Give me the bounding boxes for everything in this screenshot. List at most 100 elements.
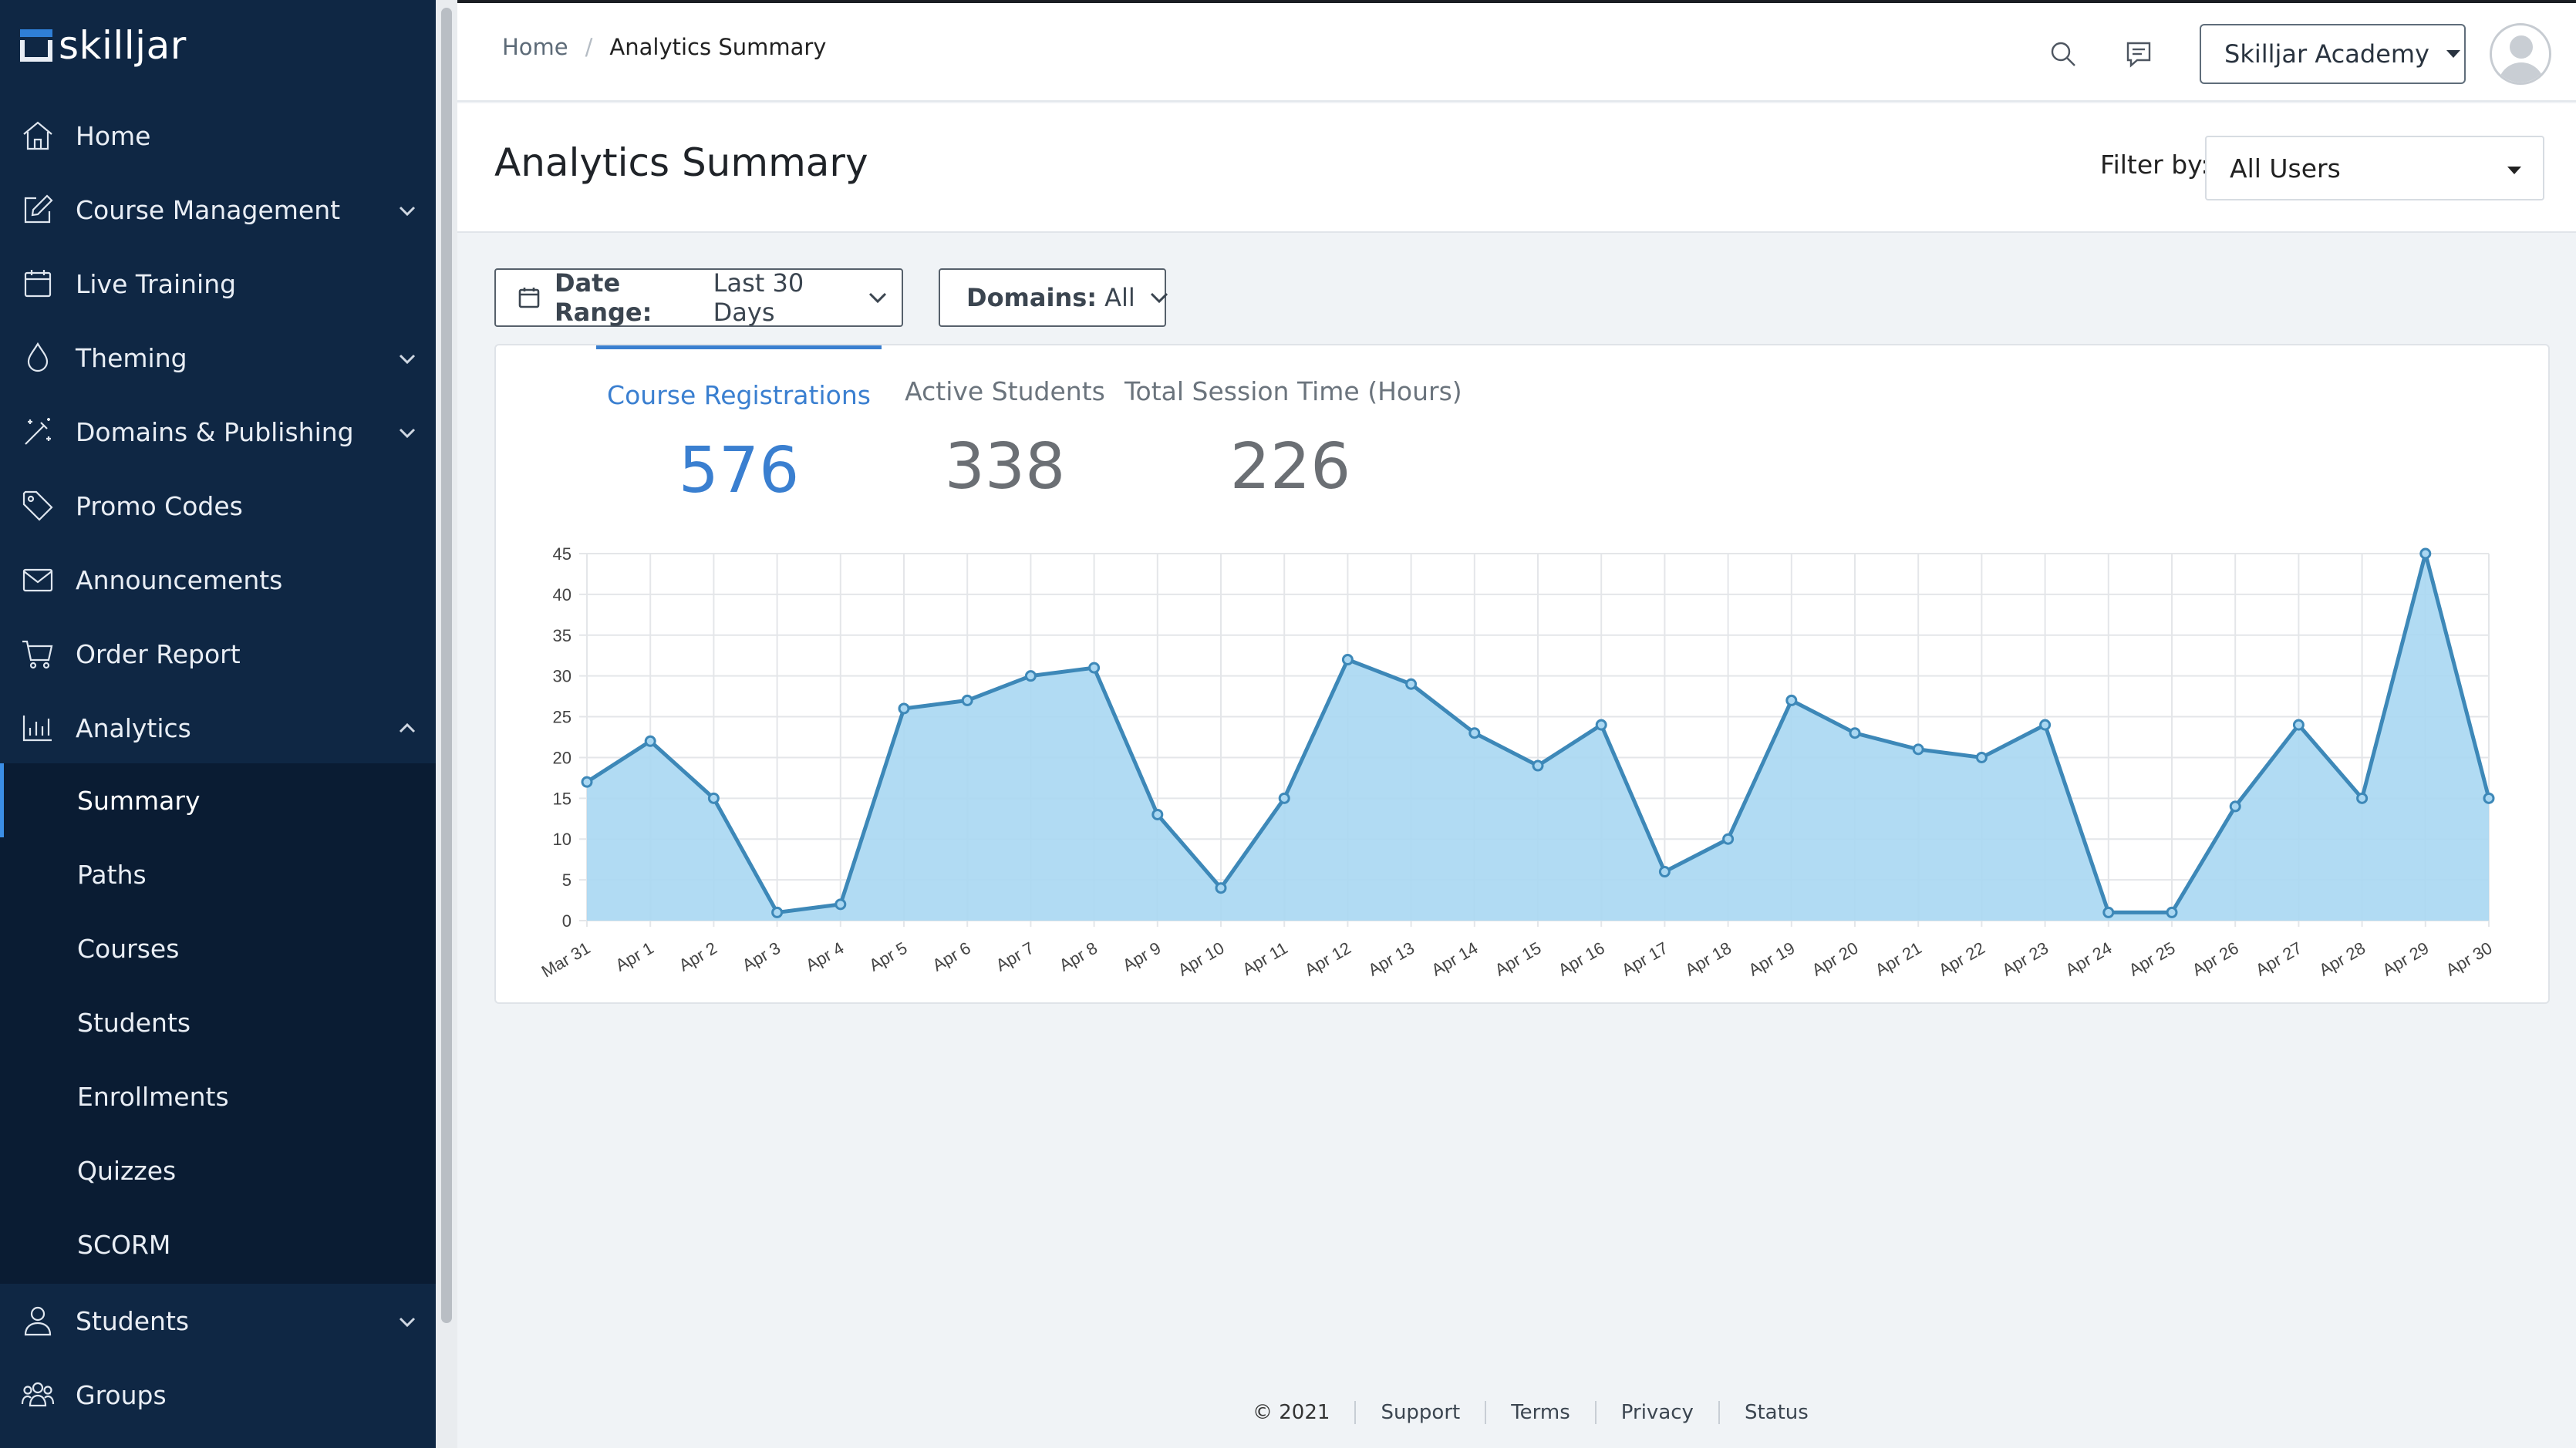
bar-chart-icon <box>17 707 59 749</box>
account-menu-button[interactable]: Skilljar Academy <box>2200 24 2466 84</box>
x-tick-label: Apr 30 <box>2443 938 2496 980</box>
sidebar-item-course-management[interactable]: Course Management <box>0 173 436 247</box>
data-point <box>1088 662 1101 674</box>
chevron-down-icon <box>866 286 889 309</box>
chevron-down-icon <box>396 199 419 222</box>
data-point <box>1849 727 1861 739</box>
tab-total-session-time[interactable]: Total Session Time (Hours) 226 <box>1124 345 1462 503</box>
x-tick-label: Apr 21 <box>1872 938 1925 980</box>
chevron-down-icon <box>1148 286 1171 309</box>
sidebar-item-label: Theming <box>76 342 187 373</box>
data-point <box>2292 719 2305 731</box>
x-tick-label: Apr 13 <box>1364 938 1418 980</box>
subnav-item-summary[interactable]: Summary <box>0 763 436 837</box>
footer: © 2021 Support Terms Privacy Status <box>1234 1396 1833 1429</box>
sidebar-item-promo-codes[interactable]: Promo Codes <box>0 469 436 543</box>
chevron-down-icon <box>396 1310 419 1333</box>
subnav-item-courses[interactable]: Courses <box>0 911 436 985</box>
breadcrumb-current: Analytics Summary <box>609 34 827 60</box>
x-tick-label: Apr 1 <box>612 938 657 975</box>
data-point <box>771 906 784 918</box>
data-point <box>1785 694 1798 706</box>
subnav-item-students[interactable]: Students <box>0 985 436 1059</box>
data-point <box>644 735 656 747</box>
subnav-item-paths[interactable]: Paths <box>0 837 436 911</box>
home-icon <box>17 115 59 157</box>
date-range-button[interactable]: Date Range: Last 30 Days <box>494 268 903 327</box>
data-point <box>1658 866 1671 878</box>
sidebar-item-students[interactable]: Students <box>0 1284 436 1358</box>
sidebar-item-live-training[interactable]: Live Training <box>0 247 436 321</box>
data-point <box>1341 654 1354 666</box>
footer-status-link[interactable]: Status <box>1718 1401 1833 1424</box>
date-range-value: Last 30 Days <box>713 268 804 327</box>
sidebar-item-home[interactable]: Home <box>0 99 436 173</box>
subnav-item-label: SCORM <box>77 1229 171 1260</box>
sidebar-item-theming[interactable]: Theming <box>0 321 436 395</box>
sidebar-item-analytics[interactable]: Analytics <box>0 691 436 765</box>
sidebar-item-groups[interactable]: Groups <box>0 1358 436 1432</box>
x-tick-label: Apr 25 <box>2126 938 2179 980</box>
domains-label: Domains: <box>966 283 1097 312</box>
tab-label: Total Session Time (Hours) <box>1124 376 1462 406</box>
data-point <box>1405 678 1418 690</box>
sidebar-scrollbar-thumb[interactable] <box>441 8 452 1323</box>
caret-down-icon <box>2446 50 2460 58</box>
calendar-icon <box>17 263 59 305</box>
subnav-item-label: Summary <box>77 785 201 816</box>
sidebar-item-domains-publishing[interactable]: Domains & Publishing <box>0 395 436 469</box>
edit-icon <box>17 189 59 231</box>
chevron-down-icon <box>396 421 419 444</box>
tab-active-students[interactable]: Active Students 338 <box>893 345 1117 503</box>
x-tick-label: Apr 15 <box>1492 938 1545 980</box>
x-tick-label: Apr 26 <box>2189 938 2242 980</box>
comment-icon[interactable] <box>2123 39 2154 69</box>
x-tick-label: Apr 3 <box>739 938 784 975</box>
subnav-item-label: Courses <box>77 933 180 964</box>
footer-privacy-link[interactable]: Privacy <box>1594 1401 1718 1424</box>
page-header: Analytics Summary Filter by: All Users <box>457 103 2576 233</box>
x-tick-label: Apr 18 <box>1681 938 1735 980</box>
search-icon[interactable] <box>2048 39 2079 69</box>
magic-wand-icon <box>17 411 59 453</box>
domains-button[interactable]: Domains: All <box>939 268 1168 327</box>
breadcrumb-home-link[interactable]: Home <box>502 34 568 60</box>
y-tick-label: 35 <box>553 626 572 645</box>
chevron-up-icon <box>396 717 419 740</box>
user-filter-select[interactable]: All Users <box>2205 136 2544 200</box>
user-filter-value: All Users <box>2230 153 2341 184</box>
x-tick-label: Apr 5 <box>865 938 910 975</box>
page-title: Analytics Summary <box>494 140 868 185</box>
subnav-item-label: Quizzes <box>77 1155 177 1186</box>
y-tick-label: 5 <box>562 870 572 890</box>
sidebar-item-announcements[interactable]: Announcements <box>0 543 436 617</box>
sidebar-item-label: Announcements <box>76 564 283 595</box>
footer-terms-link[interactable]: Terms <box>1485 1401 1595 1424</box>
sidebar-item-label: Groups <box>76 1379 167 1410</box>
data-point <box>2166 906 2178 918</box>
brand-name: skilljar <box>59 23 187 68</box>
sidebar-item-label: Domains & Publishing <box>76 416 354 447</box>
tab-value: 226 <box>1229 430 1351 503</box>
brand-logo[interactable]: skilljar <box>20 19 187 72</box>
analytics-subnav: Summary Paths Courses Students Enrollmen… <box>0 763 436 1284</box>
series-area <box>587 554 2489 921</box>
tab-course-registrations[interactable]: Course Registrations 576 <box>596 345 882 507</box>
x-tick-label: Apr 14 <box>1428 938 1482 980</box>
subnav-item-enrollments[interactable]: Enrollments <box>0 1059 436 1133</box>
data-point <box>1215 882 1227 894</box>
footer-support-link[interactable]: Support <box>1354 1401 1485 1424</box>
breadcrumb-separator: / <box>585 34 593 60</box>
data-point <box>1595 719 1607 731</box>
sidebar-item-order-report[interactable]: Order Report <box>0 617 436 691</box>
avatar[interactable] <box>2490 23 2551 85</box>
data-point <box>1278 792 1290 804</box>
subnav-item-quizzes[interactable]: Quizzes <box>0 1133 436 1207</box>
user-icon <box>17 1300 59 1342</box>
filter-label: Filter by: <box>2100 150 2210 180</box>
subnav-item-scorm[interactable]: SCORM <box>0 1207 436 1281</box>
sidebar-item-label: Students <box>76 1305 190 1336</box>
data-point <box>1912 743 1924 756</box>
x-tick-label: Mar 31 <box>538 938 594 982</box>
data-point <box>835 898 847 911</box>
